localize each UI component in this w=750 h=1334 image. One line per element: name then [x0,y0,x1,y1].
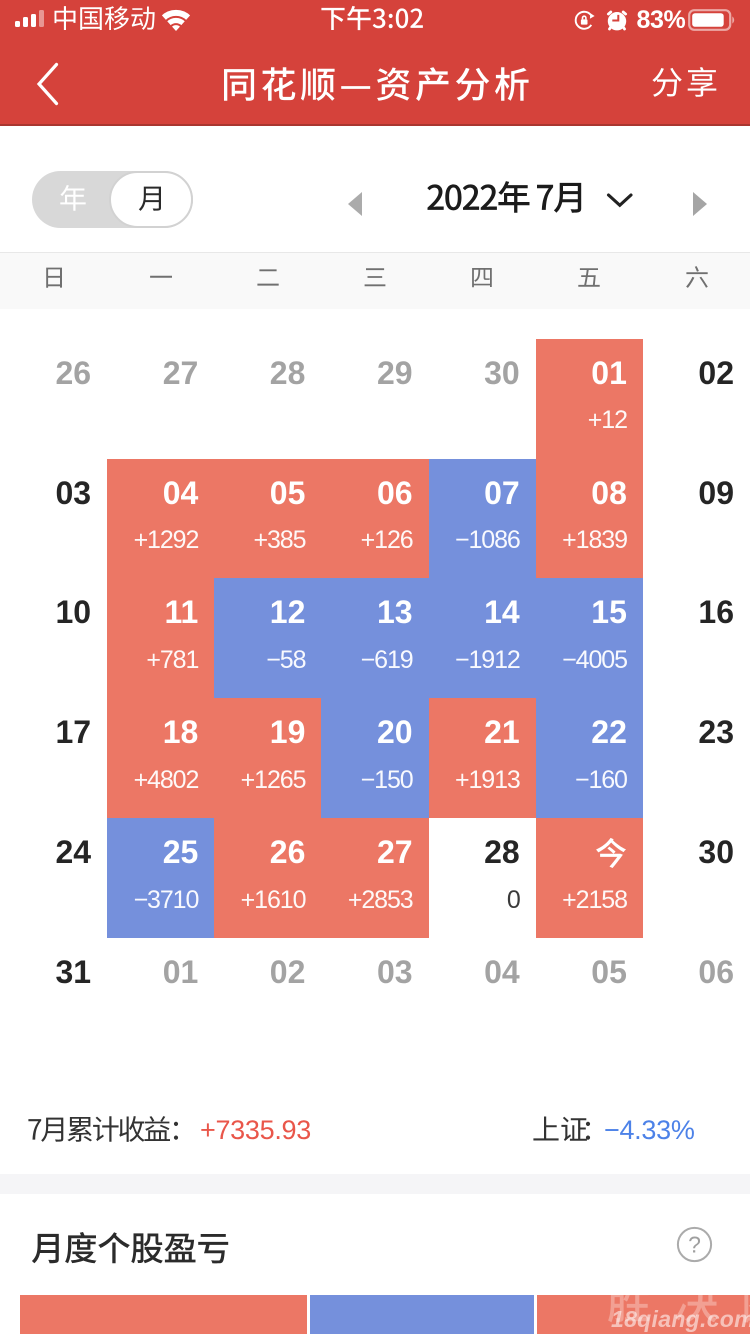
svg-text:?: ? [688,1232,701,1258]
